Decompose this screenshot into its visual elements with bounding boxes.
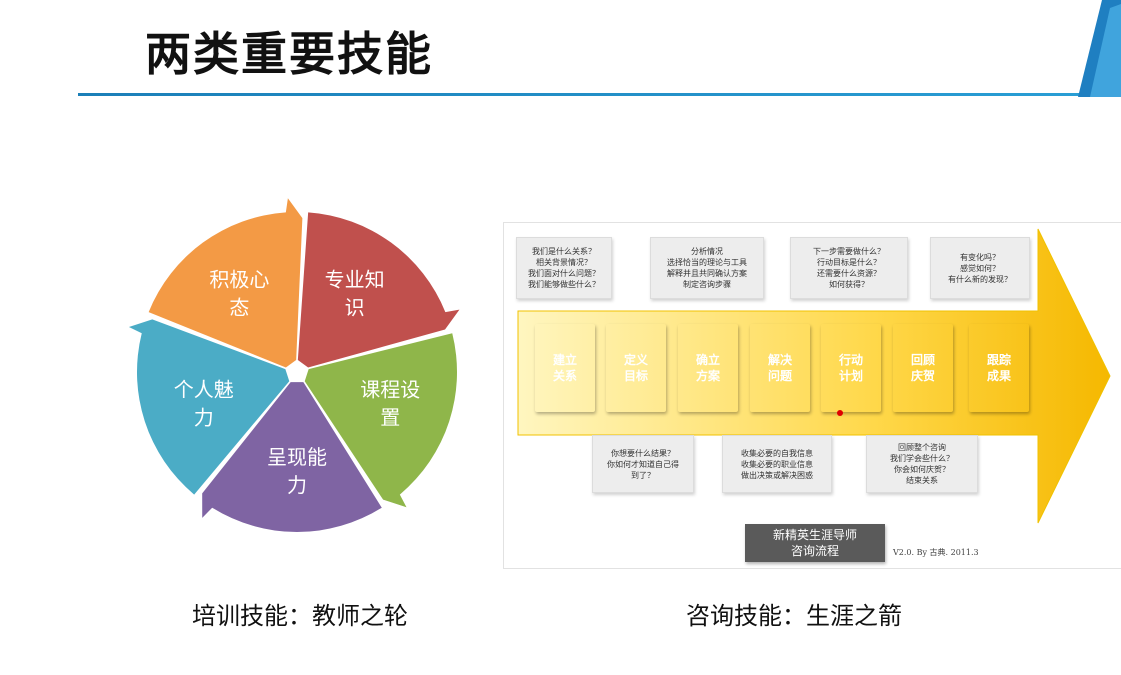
step-solve-problem: 解决 问题	[750, 324, 810, 412]
segment-presentation-ability-label-1: 呈现能	[267, 445, 327, 469]
step-define-goal: 定义 目标	[606, 324, 666, 412]
question-box-7: 回顾整个咨询 我们学会些什么？ 你会如何庆贺？ 结束关系	[866, 435, 978, 493]
segment-professional-knowledge	[297, 212, 460, 368]
segment-positive-attitude-label-2: 态	[229, 296, 249, 320]
segment-professional-knowledge-label-2: 识	[345, 296, 365, 320]
segment-curriculum-design-label-2: 置	[380, 405, 400, 429]
question-box-1: 我们是什么关系？ 相关背景情况？ 我们面对什么问题？ 我们能够做些什么？	[516, 237, 612, 299]
segment-positive-attitude-label-1: 积极心	[209, 268, 269, 292]
version-label: V2.0. By 古典. 2011.3	[893, 548, 979, 557]
career-arrow-diagram: 我们是什么关系？ 相关背景情况？ 我们面对什么问题？ 我们能够做些什么？ 分析情…	[503, 222, 1121, 569]
red-marker	[837, 410, 843, 416]
question-box-6: 收集必要的自我信息 收集必要的职业信息 做出决策或解决困惑	[722, 435, 832, 493]
segment-professional-knowledge-label-1: 专业知	[325, 268, 385, 292]
caption-consulting-skill: 咨询技能：生涯之箭	[686, 602, 902, 630]
segment-positive-attitude	[148, 198, 303, 368]
caption-training-skill: 培训技能：教师之轮	[192, 602, 408, 630]
question-box-5: 你想要什么结果？ 你如何才知道自己得 到了？	[592, 435, 694, 493]
question-box-3: 下一步需要做什么？ 行动目标是什么？ 还需要什么资源？ 如何获得？	[790, 237, 908, 299]
process-badge: 新精英生涯导师 咨询流程	[745, 524, 885, 562]
step-build-relationship: 建立 关系	[535, 324, 595, 412]
segment-personal-charisma-label-1: 个人魅	[174, 377, 234, 401]
segment-presentation-ability	[202, 382, 382, 532]
segment-curriculum-design-label-1: 课程设	[360, 377, 420, 401]
step-action-plan: 行动 计划	[821, 324, 881, 412]
question-box-2: 分析情况 选择恰当的理论与工具 解释并且共同确认方案 制定咨询步骤	[650, 237, 764, 299]
step-establish-plan: 确立 方案	[678, 324, 738, 412]
step-review-celebrate: 回顾 庆贺	[893, 324, 953, 412]
slide-title: 两类重要技能	[145, 27, 433, 81]
step-track-results: 跟踪 成果	[969, 324, 1029, 412]
segment-curriculum-design	[304, 333, 457, 508]
corner-decoration	[1078, 0, 1121, 97]
segment-personal-charisma	[128, 319, 290, 495]
segment-presentation-ability-label-2: 力	[287, 473, 307, 497]
question-box-4: 有变化吗？ 感觉如何？ 有什么新的发现？	[930, 237, 1030, 299]
segment-personal-charisma-label-2: 力	[194, 405, 214, 429]
title-divider	[78, 93, 1121, 96]
